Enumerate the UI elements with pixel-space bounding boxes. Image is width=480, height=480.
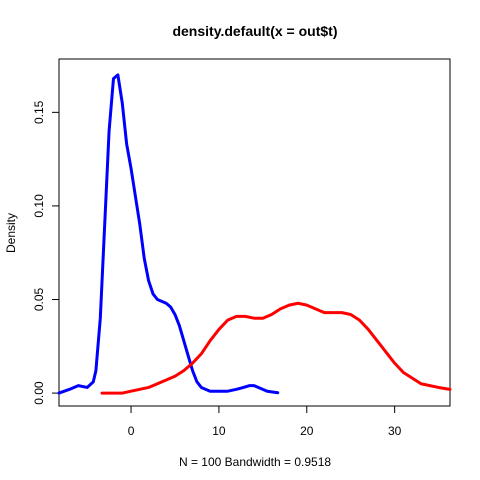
x-tick-label: 20 — [300, 424, 314, 438]
x-tick-label: 30 — [388, 424, 402, 438]
x-axis: 0 10 20 30 — [128, 405, 402, 438]
density-line-2 — [100, 301, 452, 395]
plot-lines — [57, 73, 452, 395]
y-tick-label: 0.10 — [32, 194, 46, 218]
y-tick-label: 0.05 — [32, 288, 46, 312]
y-tick-label: 0.00 — [32, 381, 46, 405]
y-axis: 0.00 0.05 0.10 0.15 — [32, 100, 60, 405]
x-tick-label: 0 — [128, 424, 135, 438]
x-tick-label: 10 — [212, 424, 226, 438]
y-tick-label: 0.15 — [32, 100, 46, 124]
chart-title: density.default(x = out$t) — [172, 23, 337, 39]
density-line-1 — [57, 73, 280, 395]
x-axis-label: N = 100 Bandwidth = 0.9518 — [179, 455, 331, 469]
y-axis-label: Density — [4, 213, 18, 253]
plot-box — [58, 58, 451, 407]
